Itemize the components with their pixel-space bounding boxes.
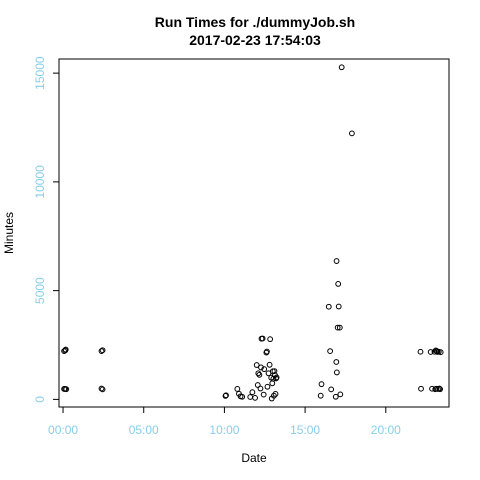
y-axis-label: Minutes	[2, 212, 16, 254]
x-axis-label: Date	[241, 451, 267, 465]
data-point	[329, 387, 334, 392]
x-tick-label: 20:00	[371, 423, 401, 437]
x-tick-label: 10:00	[209, 423, 239, 437]
y-tick-label: 10000	[33, 165, 47, 199]
data-point	[257, 372, 262, 377]
x-tick-label: 00:00	[48, 423, 78, 437]
data-point	[326, 304, 331, 309]
x-axis: 00:00 05:00 10:00 15:00 20:00	[48, 407, 401, 437]
data-point	[339, 65, 344, 70]
data-point	[248, 395, 253, 400]
plot-frame	[59, 59, 449, 407]
data-point	[270, 381, 275, 386]
data-point	[336, 281, 341, 286]
data-point	[265, 384, 270, 389]
data-point	[261, 392, 266, 397]
data-point	[418, 349, 423, 354]
data-point	[250, 390, 255, 395]
chart-title: Run Times for ./dummyJob.sh	[155, 14, 355, 30]
data-point	[253, 395, 258, 400]
y-tick-label: 0	[33, 396, 47, 403]
data-point	[336, 304, 341, 309]
data-point	[334, 360, 339, 365]
data-point	[235, 387, 240, 392]
chart-subtitle: 2017-02-23 17:54:03	[189, 32, 321, 48]
data-point	[419, 386, 424, 391]
x-tick-label: 15:00	[290, 423, 320, 437]
data-points	[62, 65, 443, 401]
data-point	[319, 382, 324, 387]
y-tick-label: 15000	[33, 56, 47, 90]
data-point	[267, 362, 272, 367]
data-point	[268, 337, 273, 342]
data-point	[338, 392, 343, 397]
x-tick-label: 05:00	[129, 423, 159, 437]
data-point	[318, 393, 323, 398]
data-point	[334, 370, 339, 375]
data-point	[334, 259, 339, 264]
y-axis: 0 5000 10000 15000	[33, 56, 59, 403]
y-tick-label: 5000	[33, 277, 47, 304]
data-point	[350, 131, 355, 136]
data-point	[258, 386, 263, 391]
data-point	[333, 394, 338, 399]
data-point	[328, 349, 333, 354]
